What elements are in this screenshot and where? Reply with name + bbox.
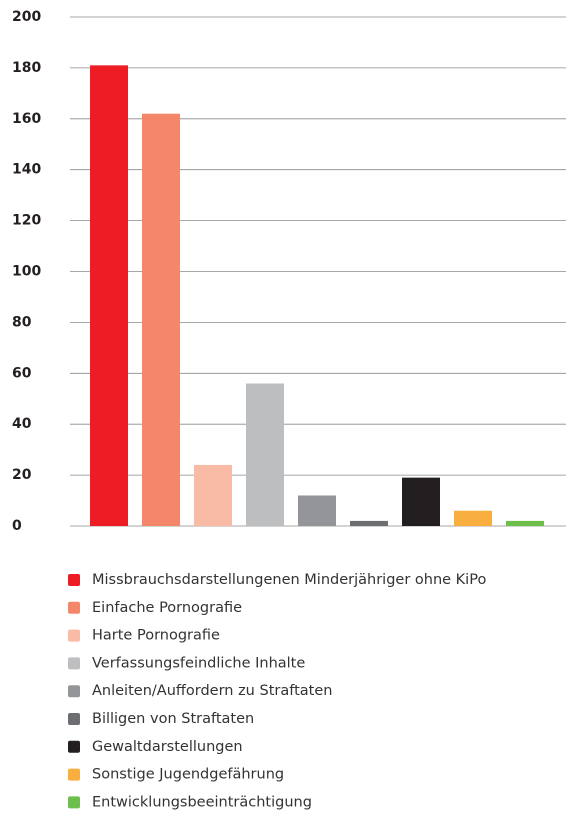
y-tick-label: 120 — [12, 213, 41, 229]
bar — [142, 113, 180, 527]
legend-label: Sonstige Jugendgefährung — [92, 767, 284, 783]
bar — [454, 510, 492, 526]
bar — [350, 520, 388, 526]
legend-swatch — [68, 713, 80, 725]
y-tick-label: 20 — [12, 467, 32, 483]
legend-swatch — [68, 740, 80, 753]
y-tick-label: 100 — [12, 264, 41, 280]
legend-label: Entwicklungsbeeinträchtigung — [92, 794, 312, 810]
bar — [298, 495, 336, 526]
legend-swatch — [68, 685, 80, 698]
legend-label: Missbrauchsdarstellungenen Minderjährige… — [92, 572, 486, 588]
legend-label: Gewaltdarstellungen — [92, 739, 243, 755]
y-tick-label: 80 — [12, 314, 32, 330]
bar — [90, 65, 128, 526]
y-tick-label: 200 — [12, 9, 41, 25]
y-tick-label: 160 — [12, 111, 41, 127]
bar — [246, 383, 284, 526]
legend-label: Einfache Pornografie — [92, 600, 242, 616]
legend-swatch — [68, 574, 80, 586]
legend-label: Billigen von Straftaten — [92, 711, 254, 727]
y-tick-label: 40 — [12, 416, 32, 432]
legend-label: Anleiten/Auffordern zu Straftaten — [92, 683, 332, 699]
legend-swatch — [68, 768, 80, 781]
y-tick-label: 60 — [12, 365, 32, 381]
y-tick-label: 0 — [12, 518, 22, 534]
legend-label: Harte Pornografie — [92, 628, 220, 644]
bar — [506, 520, 544, 526]
legend-swatch — [68, 629, 80, 642]
bar — [194, 464, 232, 526]
y-tick-label: 180 — [12, 60, 41, 76]
legend-label: Verfassungsfeindliche Inhalte — [92, 655, 305, 671]
legend-swatch — [68, 601, 80, 614]
legend-swatch — [68, 657, 80, 670]
bar — [402, 477, 440, 526]
y-tick-label: 140 — [12, 162, 41, 178]
legend-swatch — [68, 796, 80, 809]
